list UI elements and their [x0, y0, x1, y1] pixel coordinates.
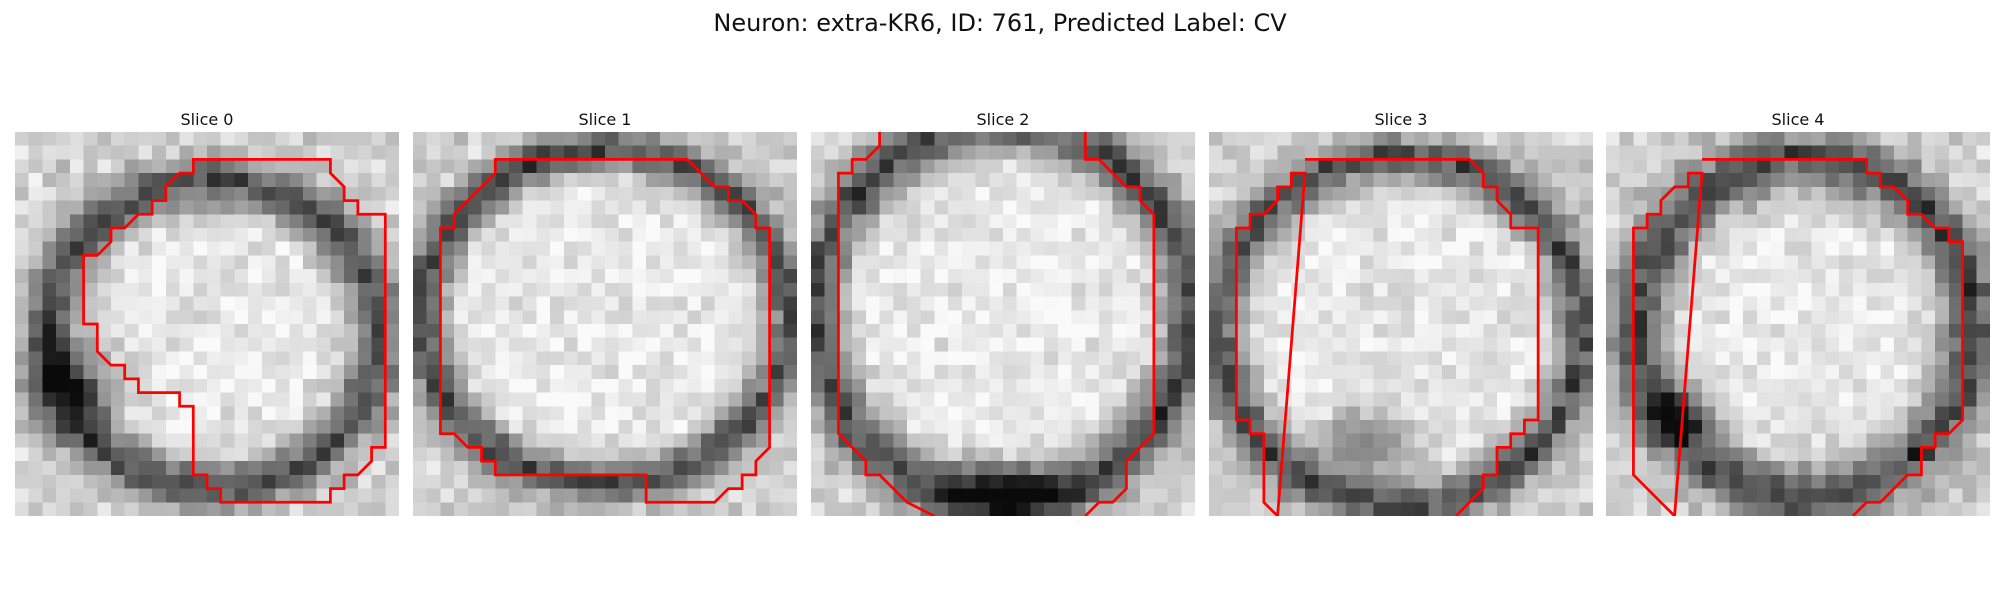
segmentation-contour — [82, 158, 387, 504]
pixel-image — [413, 132, 797, 516]
microscopy-image — [1606, 132, 1990, 516]
slice-title: Slice 1 — [578, 110, 632, 129]
slice-panel-2: Slice 2 — [811, 108, 1195, 516]
slice-title: Slice 0 — [180, 110, 234, 129]
slice-panel-0: Slice 0 — [15, 108, 399, 516]
figure-title: Neuron: extra-KR6, ID: 761, Predicted La… — [713, 9, 1287, 37]
slice-panel-4: Slice 4 — [1606, 108, 1990, 516]
pixel-image — [1606, 132, 1990, 516]
segmentation-contour — [1632, 158, 1964, 516]
slice-title: Slice 3 — [1374, 110, 1428, 129]
microscopy-image — [15, 132, 399, 516]
slice-panel-1: Slice 1 — [413, 108, 797, 516]
slice-title: Slice 4 — [1771, 110, 1825, 129]
slice-panel-3: Slice 3 — [1209, 108, 1593, 516]
pixel-image — [1209, 132, 1593, 516]
segmentation-contour — [439, 158, 771, 504]
microscopy-image — [413, 132, 797, 516]
slice-title: Slice 2 — [976, 110, 1030, 129]
microscopy-image — [1209, 132, 1593, 516]
microscopy-image — [811, 132, 1195, 516]
pixel-image — [811, 132, 1195, 516]
pixel-image — [15, 132, 399, 516]
segmentation-contour — [1235, 158, 1540, 516]
segmentation-contour — [837, 132, 1156, 516]
